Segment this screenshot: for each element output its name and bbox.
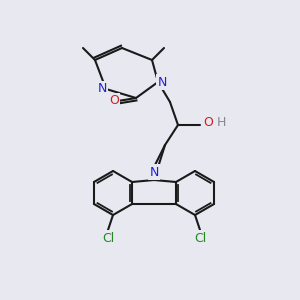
Text: N: N xyxy=(149,166,159,178)
Text: O: O xyxy=(109,94,119,107)
Text: N: N xyxy=(97,82,107,95)
Text: O: O xyxy=(203,116,213,130)
Text: Cl: Cl xyxy=(194,232,206,244)
Text: N: N xyxy=(157,76,167,88)
Text: Cl: Cl xyxy=(102,232,114,244)
Text: H: H xyxy=(217,116,226,130)
